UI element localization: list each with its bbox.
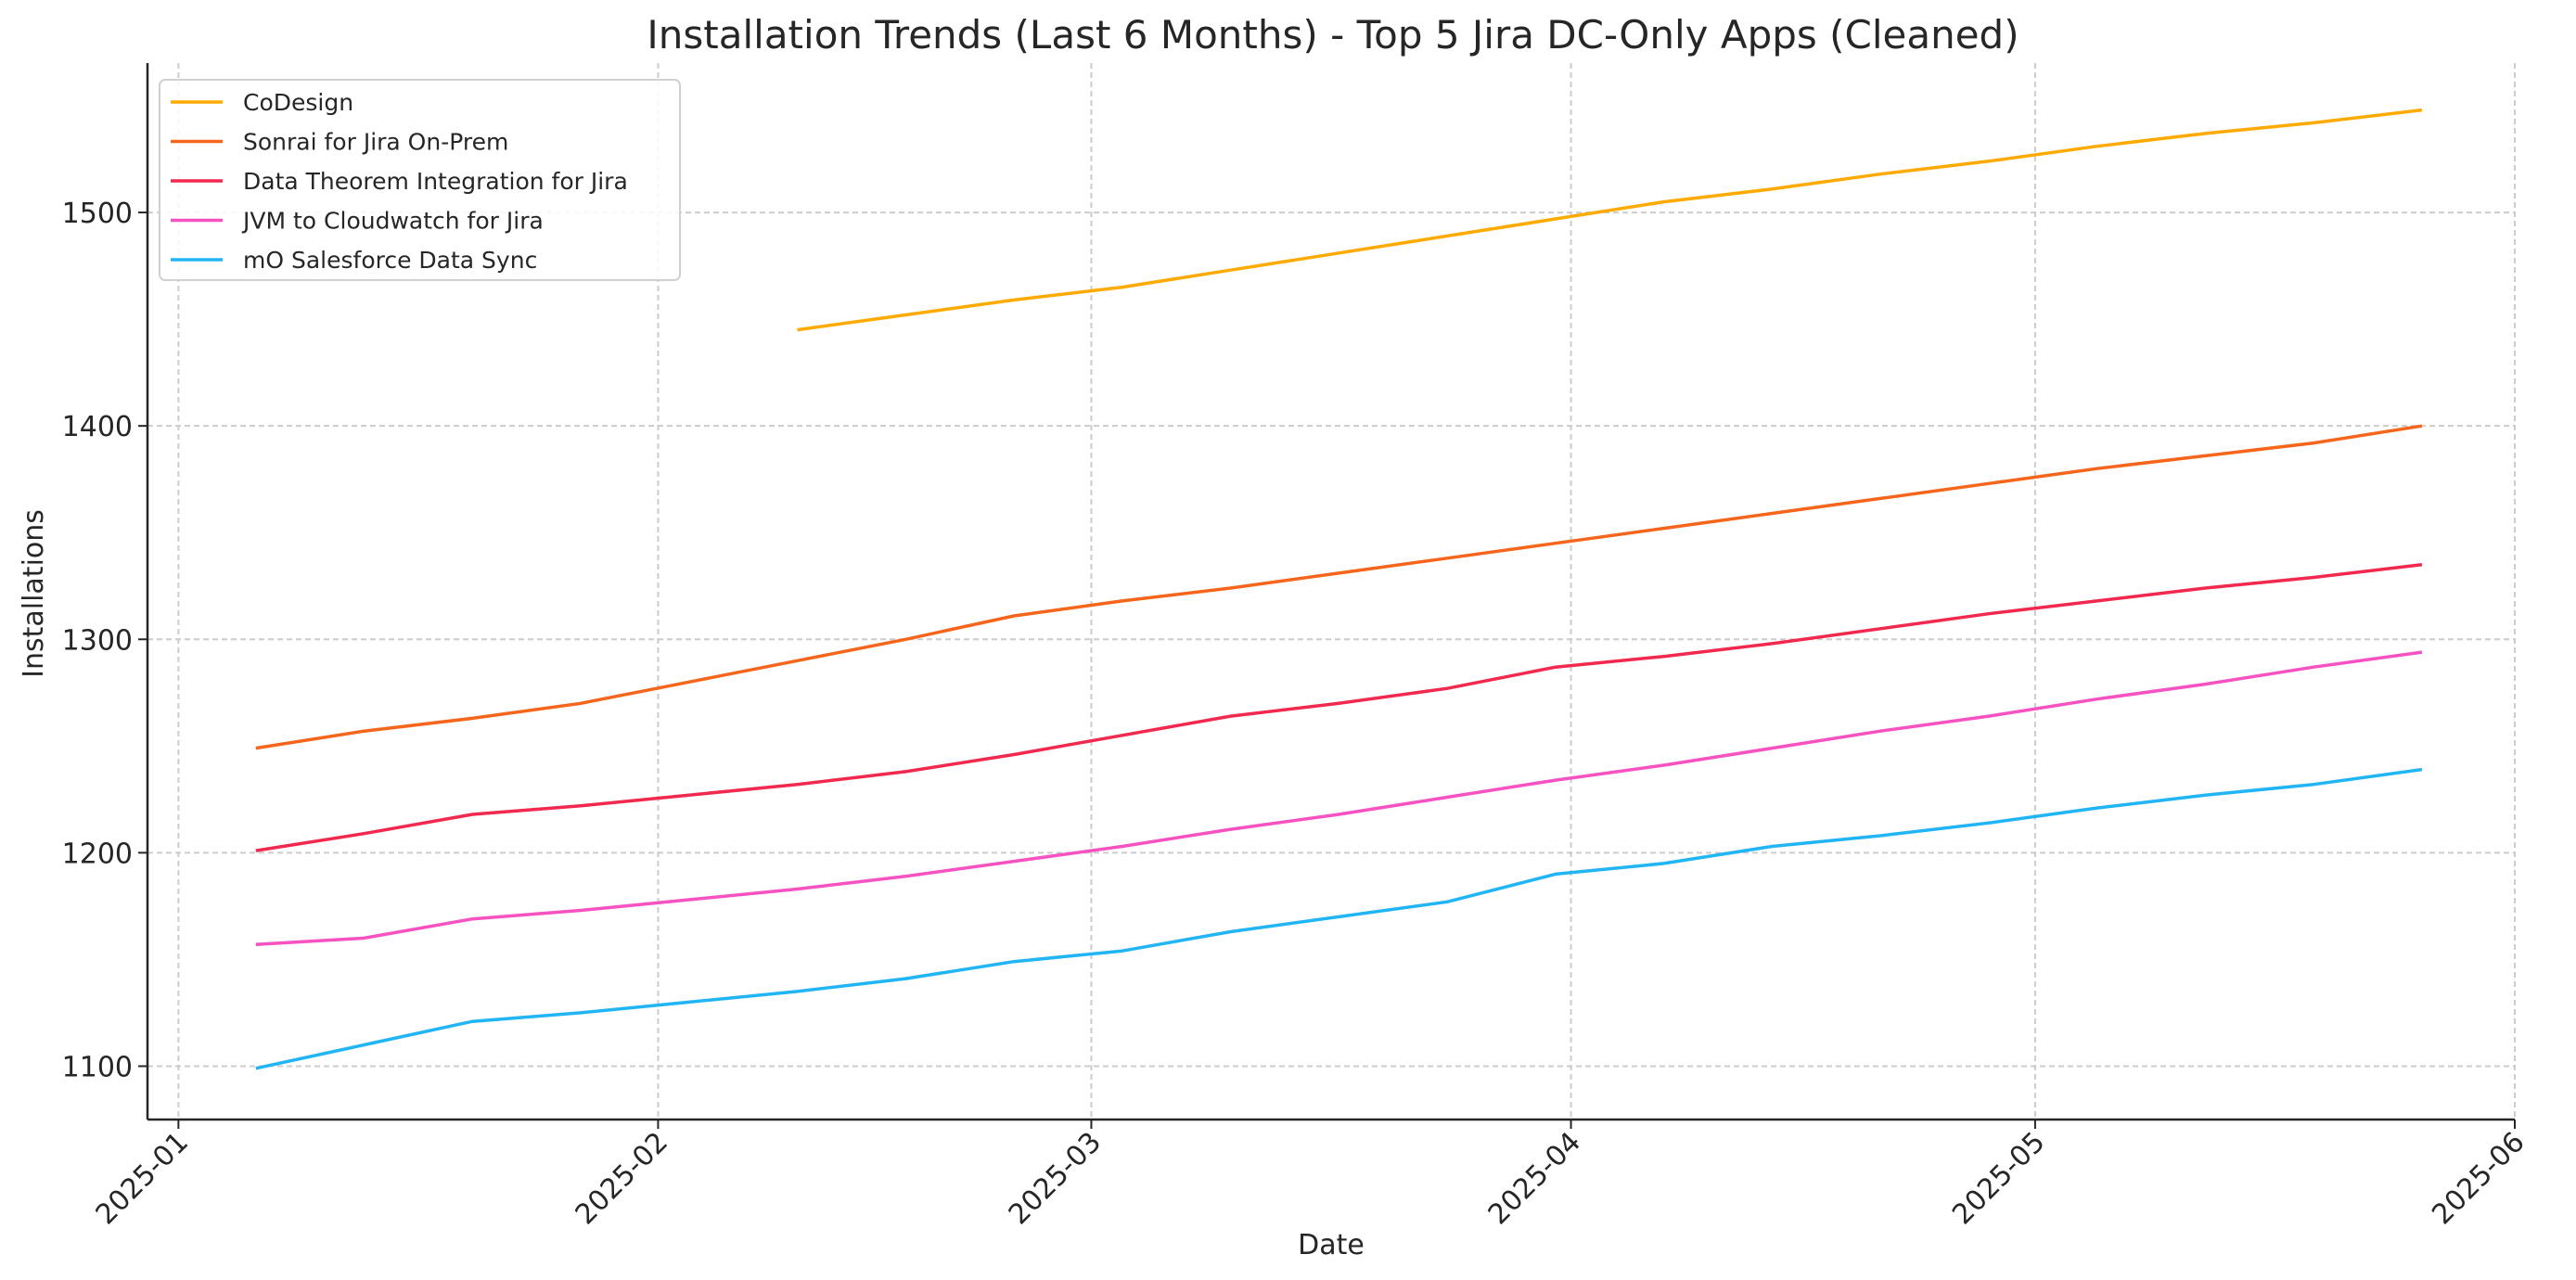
series-line-0: [797, 108, 2423, 332]
x-tick-label: 2025-03: [1003, 1126, 1108, 1231]
y-tick-label: 1100: [62, 1051, 133, 1083]
legend-label: Data Theorem Integration for Jira: [243, 168, 628, 195]
grid: [147, 63, 2516, 1120]
x-tick-label: 2025-05: [1946, 1126, 2051, 1231]
legend: CoDesign Sonrai for Jira On-Prem Data Theo…: [159, 79, 681, 281]
y-axis-label: Installations: [18, 509, 50, 678]
chart-title: Installation Trends (Last 6 Months) - To…: [647, 12, 2019, 58]
series-lines: [255, 108, 2423, 1070]
x-tick-label: 2025-06: [2426, 1126, 2531, 1231]
x-tick-label: 2025-04: [1482, 1126, 1587, 1231]
legend-label: Sonrai for Jira On-Prem: [243, 129, 508, 156]
series-line-4: [255, 767, 2423, 1070]
x-tick-label: 2025-01: [90, 1126, 195, 1231]
y-tick-label: 1200: [62, 838, 133, 870]
series-line-1: [255, 424, 2423, 750]
legend-label: CoDesign: [243, 89, 353, 116]
y-tick-label: 1400: [62, 411, 133, 443]
legend-label: JVM to Cloudwatch for Jira: [241, 208, 544, 235]
y-tick-label: 1500: [62, 198, 133, 230]
y-tick-label: 1300: [62, 624, 133, 657]
legend-label: mO Salesforce Data Sync: [243, 247, 537, 274]
series-line-2: [255, 562, 2423, 852]
x-tick-label: 2025-02: [570, 1126, 674, 1231]
legend-box: [159, 79, 681, 281]
x-axis-label: Date: [1298, 1229, 1365, 1261]
series-line-3: [255, 650, 2423, 947]
